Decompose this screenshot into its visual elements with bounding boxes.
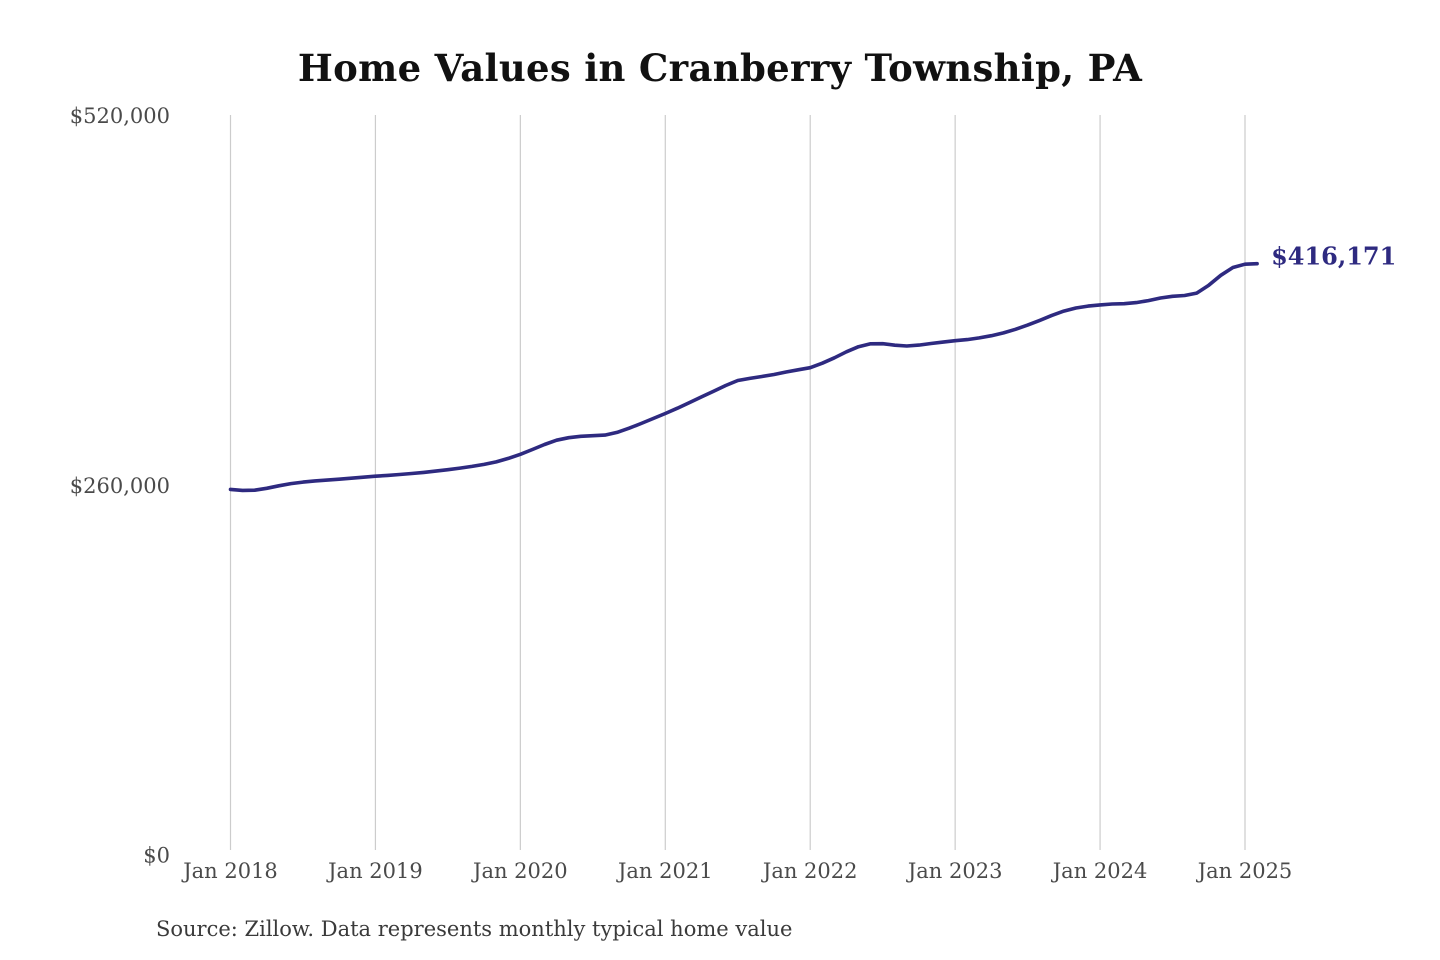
x-tick-label: Jan 2023	[906, 859, 1003, 883]
y-tick-label: $520,000	[70, 104, 170, 128]
x-tick-label: Jan 2022	[761, 859, 858, 883]
source-note: Source: Zillow. Data represents monthly …	[156, 917, 793, 941]
x-tick-label: Jan 2020	[471, 859, 568, 883]
x-tick-label: Jan 2024	[1051, 859, 1148, 883]
latest-value-label: $416,171	[1271, 242, 1396, 271]
chart-title: Home Values in Cranberry Township, PA	[297, 46, 1143, 90]
x-tick-label: Jan 2019	[326, 859, 423, 883]
home-value-series-line	[228, 261, 1259, 493]
y-tick-label: $260,000	[70, 474, 170, 498]
x-tick-label: Jan 2025	[1196, 859, 1293, 883]
x-tick-label: Jan 2018	[181, 859, 278, 883]
y-tick-label: $0	[143, 844, 170, 868]
x-tick-label: Jan 2021	[616, 859, 713, 883]
